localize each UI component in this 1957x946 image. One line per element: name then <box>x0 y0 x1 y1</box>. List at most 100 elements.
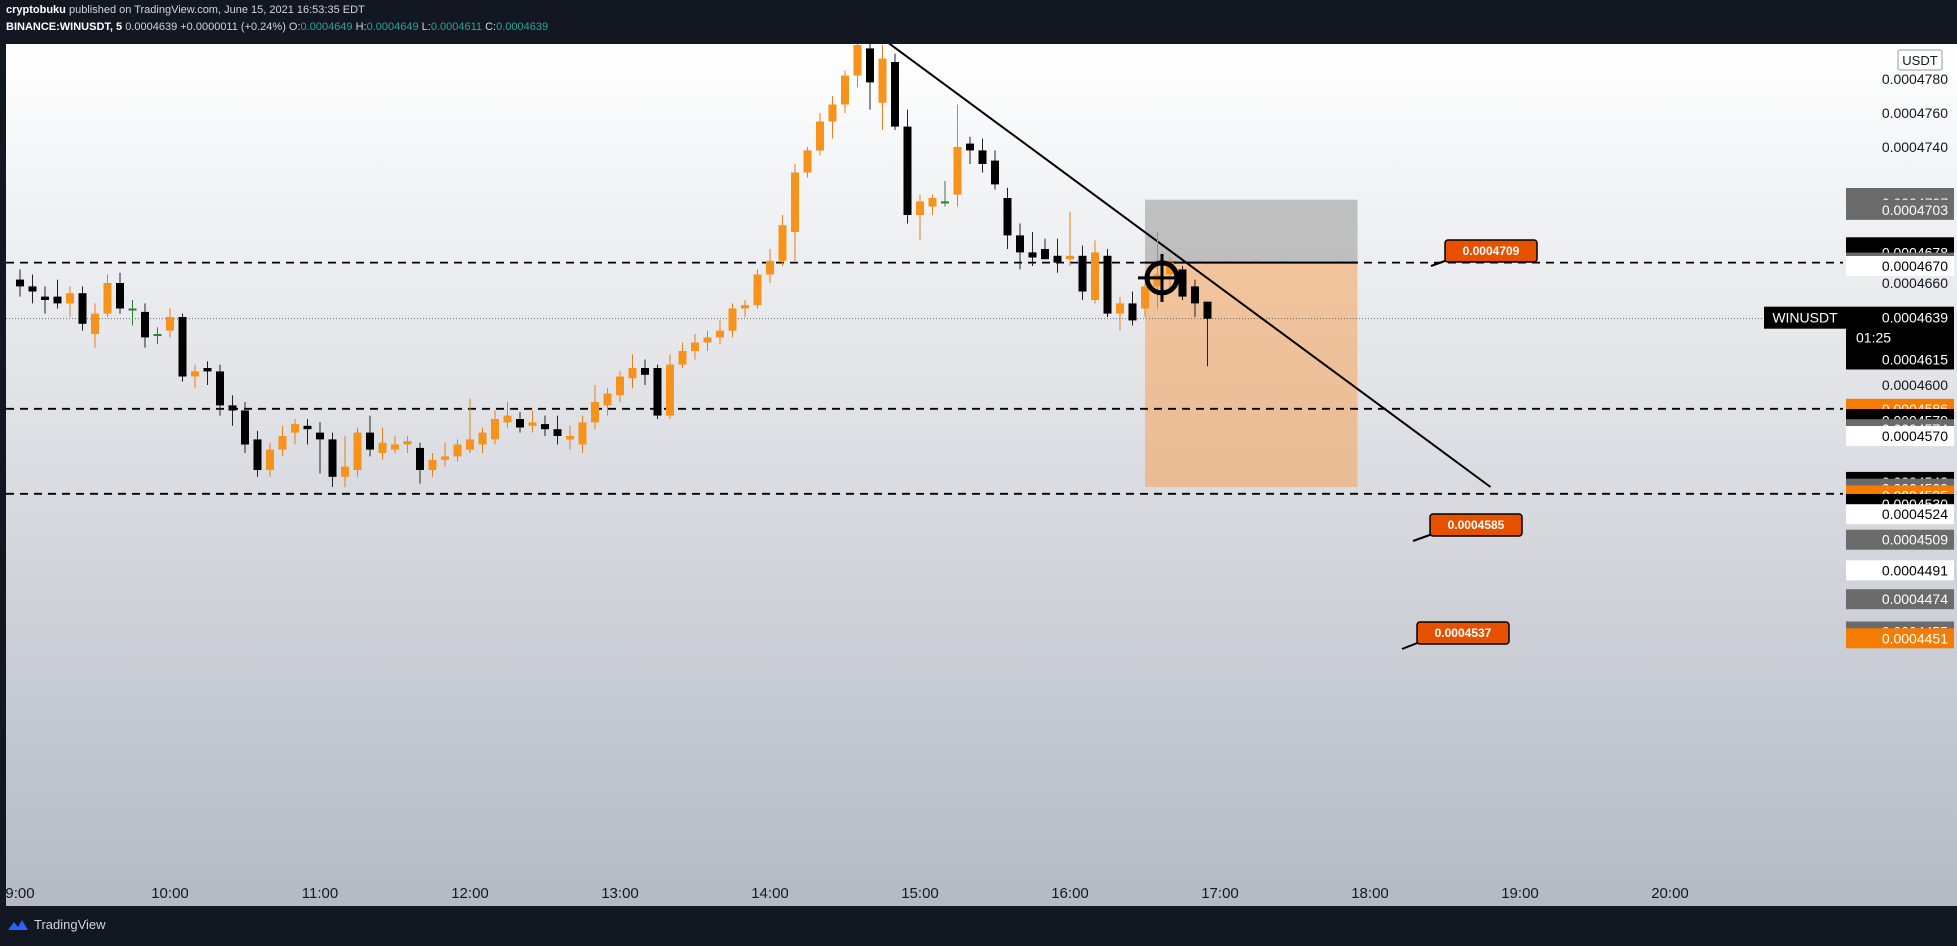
candle-body <box>166 317 174 331</box>
candle-body <box>991 160 999 185</box>
price-tick: 0.0004760 <box>1882 105 1948 121</box>
risk-zone <box>1145 262 1358 487</box>
time-tick: 16:00 <box>1051 885 1089 902</box>
candle-body <box>341 466 349 477</box>
publish-info: cryptobuku published on TradingView.com,… <box>6 4 365 16</box>
candle-body <box>78 293 87 324</box>
time-tick: 15:00 <box>901 885 939 902</box>
candle-body <box>366 432 374 450</box>
time-tick: 14:00 <box>751 885 789 902</box>
price-label: 0.0004509 <box>1882 532 1948 548</box>
time-tick: 19:00 <box>1501 885 1539 902</box>
candle-body <box>28 286 37 292</box>
candle-body <box>191 371 199 377</box>
candle-body <box>391 444 399 450</box>
candle-body <box>741 305 749 309</box>
currency-badge <box>1897 49 1943 71</box>
candle-body <box>866 48 874 83</box>
price-label: 0.0004491 <box>1882 562 1948 578</box>
time-tick: 9:00 <box>5 885 34 902</box>
candle-body <box>941 201 949 204</box>
candle-body <box>753 274 762 306</box>
candle-body <box>666 364 674 416</box>
time-tick: 17:00 <box>1201 885 1239 902</box>
candle-body <box>1028 252 1037 258</box>
time-tick: 10:00 <box>151 885 189 902</box>
last-price: 0.0004639 <box>125 21 178 33</box>
price-tick: 0.0004780 <box>1882 71 1948 87</box>
callout-label: 0.0004537 <box>1435 626 1492 640</box>
close-value: 0.0004639 <box>496 21 549 33</box>
candle-body <box>266 449 274 470</box>
price-label-box <box>1846 504 1954 525</box>
candle-body <box>616 376 624 396</box>
candle-body <box>691 342 699 351</box>
candle-body <box>1141 286 1149 309</box>
candle-body <box>978 150 987 164</box>
candle-body <box>791 172 799 232</box>
candle-body <box>716 330 724 338</box>
candle-body <box>766 260 774 275</box>
tradingview-logo-icon <box>8 919 28 930</box>
currency-label: USDT <box>1902 53 1937 68</box>
time-tick: 11:00 <box>302 885 338 902</box>
candle-body <box>553 429 562 436</box>
open-value: 0.0004649 <box>300 21 353 33</box>
candle-body <box>253 439 262 470</box>
candle-body <box>953 147 962 195</box>
candle-body <box>678 351 687 365</box>
last-price-value: 0.0004639 <box>1882 310 1948 326</box>
candle-body <box>1091 252 1099 300</box>
candle-body <box>91 313 99 334</box>
candle-body <box>66 293 74 304</box>
symbol-label: WINUSDT <box>1772 310 1838 326</box>
candle-body <box>966 143 974 151</box>
candle-body <box>241 410 249 445</box>
candle-body <box>1066 255 1074 260</box>
tradingview-label: TradingView <box>34 917 106 932</box>
callout-box <box>1429 513 1523 537</box>
candle-body <box>141 311 149 338</box>
author-name[interactable]: cryptobuku <box>6 4 66 16</box>
candle-body <box>316 432 324 440</box>
price-label-box <box>1846 628 1954 649</box>
chart-header: cryptobuku published on TradingView.com,… <box>0 0 1957 44</box>
candle-body <box>53 296 62 304</box>
price-label-box <box>1846 529 1954 550</box>
candle-body <box>841 75 849 105</box>
candle-body <box>1166 262 1174 275</box>
candle-body <box>353 432 362 470</box>
price-label: 0.0004670 <box>1882 258 1948 274</box>
open-label: O: <box>288 21 301 33</box>
candle-body <box>603 393 612 406</box>
candle-body <box>1191 286 1199 304</box>
price-label: 0.0004451 <box>1882 630 1948 646</box>
high-value: 0.0004649 <box>366 21 419 33</box>
candle-body <box>178 317 187 377</box>
candle-body <box>778 225 787 261</box>
candle-body <box>591 402 599 423</box>
candle-body <box>403 441 412 445</box>
candle-body <box>491 419 499 440</box>
close-label: C: <box>485 21 497 33</box>
candle-body <box>503 415 512 423</box>
tradingview-brand[interactable]: TradingView <box>6 917 106 932</box>
price-label-box <box>1846 256 1954 276</box>
low-label: L: <box>421 21 431 33</box>
candle-body <box>541 424 549 430</box>
candle-body <box>653 368 662 416</box>
candle-body <box>1103 255 1112 314</box>
time-tick: 20:00 <box>1651 885 1689 902</box>
candle-body <box>378 442 387 453</box>
candle-body <box>1003 198 1012 236</box>
price-tick: 0.0004600 <box>1882 377 1948 393</box>
candle-body <box>1016 235 1024 253</box>
candle-body <box>16 279 24 287</box>
candle-body <box>928 198 937 207</box>
price-label-box <box>1846 199 1954 220</box>
candle-body <box>128 308 137 311</box>
symbol-interval[interactable]: BINANCE:WINUSDT, 5 <box>6 21 123 33</box>
price-change: +0.0000011 (+0.24%) <box>180 21 286 33</box>
callout-label: 0.0004585 <box>1448 518 1505 532</box>
price-chart[interactable]: 0.0004709 0.0004585 0.0004537 0.0004780 0.00… <box>0 44 1957 906</box>
